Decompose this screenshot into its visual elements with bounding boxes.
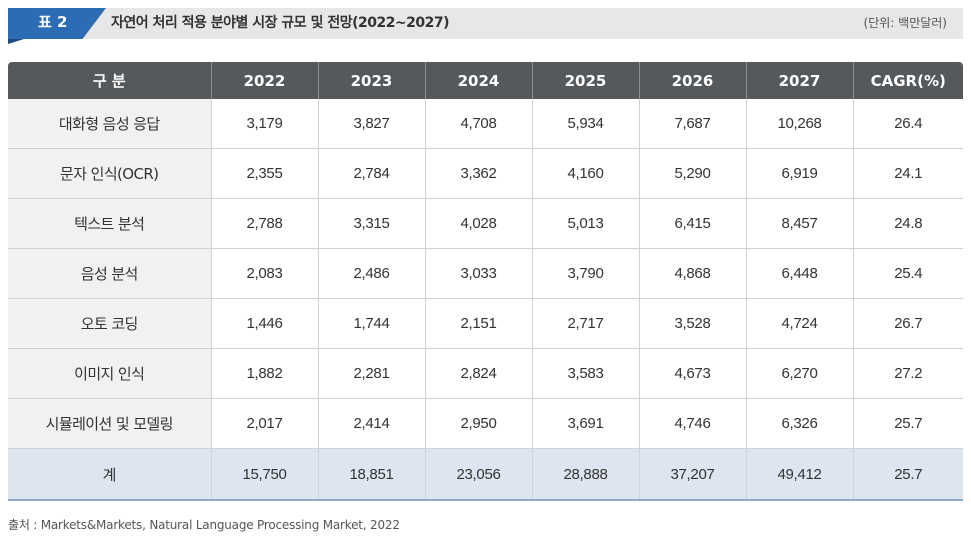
cell-value: 6,270: [745, 348, 853, 399]
cell-value: 3,179: [210, 99, 318, 149]
total-row: 계 15,750 18,851 23,056 28,888 37,207 49,…: [8, 448, 963, 501]
cell-value: 5,934: [531, 99, 639, 149]
cell-value: 4,724: [745, 298, 853, 349]
table-row: 텍스트 분석 2,788 3,315 4,028 5,013 6,415 8,4…: [8, 198, 963, 249]
total-cagr: 25.7: [852, 448, 963, 501]
total-value: 28,888: [531, 448, 639, 501]
total-value: 23,056: [424, 448, 532, 501]
cell-value: 2,083: [210, 248, 318, 299]
cell-value: 6,326: [745, 398, 853, 449]
cell-value: 2,281: [317, 348, 425, 399]
table-row: 대화형 음성 응답 3,179 3,827 4,708 5,934 7,687 …: [8, 99, 963, 149]
cell-value: 3,827: [317, 99, 425, 149]
cell-value: 2,355: [210, 148, 318, 199]
row-label: 시뮬레이션 및 모델링: [8, 398, 211, 449]
cell-value: 8,457: [745, 198, 853, 249]
cell-value: 3,528: [638, 298, 746, 349]
cell-value: 2,784: [317, 148, 425, 199]
cell-value: 7,687: [638, 99, 746, 149]
cell-value: 2,824: [424, 348, 532, 399]
header-2025: 2025: [531, 62, 639, 99]
total-label: 계: [8, 448, 211, 501]
cell-value: 2,151: [424, 298, 532, 349]
cell-value: 3,583: [531, 348, 639, 399]
table-row: 이미지 인식 1,882 2,281 2,824 3,583 4,673 6,2…: [8, 348, 963, 399]
total-value: 18,851: [317, 448, 425, 501]
cell-value: 6,919: [745, 148, 853, 199]
header-category: 구 분: [8, 62, 211, 99]
cell-value: 4,028: [424, 198, 532, 249]
cell-value: 2,717: [531, 298, 639, 349]
header-2024: 2024: [424, 62, 532, 99]
row-label: 대화형 음성 응답: [8, 99, 211, 149]
cell-value: 1,446: [210, 298, 318, 349]
cell-value: 3,315: [317, 198, 425, 249]
cell-value: 6,448: [745, 248, 853, 299]
table-row: 오토 코딩 1,446 1,744 2,151 2,717 3,528 4,72…: [8, 298, 963, 349]
cell-value: 10,268: [745, 99, 853, 149]
total-value: 15,750: [210, 448, 318, 501]
cell-value: 5,013: [531, 198, 639, 249]
cell-value: 2,414: [317, 398, 425, 449]
cell-value: 6,415: [638, 198, 746, 249]
row-label: 이미지 인식: [8, 348, 211, 399]
unit-label: (단위: 백만달러): [863, 16, 947, 30]
cell-value: 2,950: [424, 398, 532, 449]
table-row: 시뮬레이션 및 모델링 2,017 2,414 2,950 3,691 4,74…: [8, 398, 963, 449]
total-value: 37,207: [638, 448, 746, 501]
cell-value: 1,882: [210, 348, 318, 399]
cell-value: 4,160: [531, 148, 639, 199]
cell-value: 4,708: [424, 99, 532, 149]
total-value: 49,412: [745, 448, 853, 501]
table-title-bar: 표 2 자연어 처리 적용 분야별 시장 규모 및 전망(2022~2027) …: [8, 8, 963, 39]
cell-value: 4,746: [638, 398, 746, 449]
row-label: 음성 분석: [8, 248, 211, 299]
cell-value: 3,033: [424, 248, 532, 299]
table-number-badge: 표 2: [8, 8, 106, 39]
cell-cagr: 27.2: [852, 348, 963, 399]
market-size-table: 구 분 2022 2023 2024 2025 2026 2027 CAGR(%…: [8, 62, 963, 501]
cell-value: 1,744: [317, 298, 425, 349]
header-2023: 2023: [317, 62, 425, 99]
badge-shadow-decoration: [8, 39, 24, 44]
cell-cagr: 25.4: [852, 248, 963, 299]
cell-value: 3,691: [531, 398, 639, 449]
header-2026: 2026: [638, 62, 746, 99]
table-row: 문자 인식(OCR) 2,355 2,784 3,362 4,160 5,290…: [8, 148, 963, 199]
table-title: 자연어 처리 적용 분야별 시장 규모 및 전망(2022~2027): [111, 15, 450, 31]
header-cagr: CAGR(%): [852, 62, 963, 99]
cell-value: 2,017: [210, 398, 318, 449]
row-label: 텍스트 분석: [8, 198, 211, 249]
cell-value: 4,673: [638, 348, 746, 399]
header-2022: 2022: [210, 62, 318, 99]
cell-cagr: 24.1: [852, 148, 963, 199]
row-label: 오토 코딩: [8, 298, 211, 349]
cell-cagr: 25.7: [852, 398, 963, 449]
cell-cagr: 26.4: [852, 99, 963, 149]
cell-cagr: 24.8: [852, 198, 963, 249]
cell-cagr: 26.7: [852, 298, 963, 349]
cell-value: 2,788: [210, 198, 318, 249]
cell-value: 4,868: [638, 248, 746, 299]
row-label: 문자 인식(OCR): [8, 148, 211, 199]
cell-value: 3,790: [531, 248, 639, 299]
table-row: 음성 분석 2,083 2,486 3,033 3,790 4,868 6,44…: [8, 248, 963, 299]
cell-value: 5,290: [638, 148, 746, 199]
cell-value: 2,486: [317, 248, 425, 299]
cell-value: 3,362: [424, 148, 532, 199]
header-row: 구 분 2022 2023 2024 2025 2026 2027 CAGR(%…: [8, 62, 963, 99]
source-citation: 출처 : Markets&Markets, Natural Language P…: [8, 518, 400, 532]
header-2027: 2027: [745, 62, 853, 99]
